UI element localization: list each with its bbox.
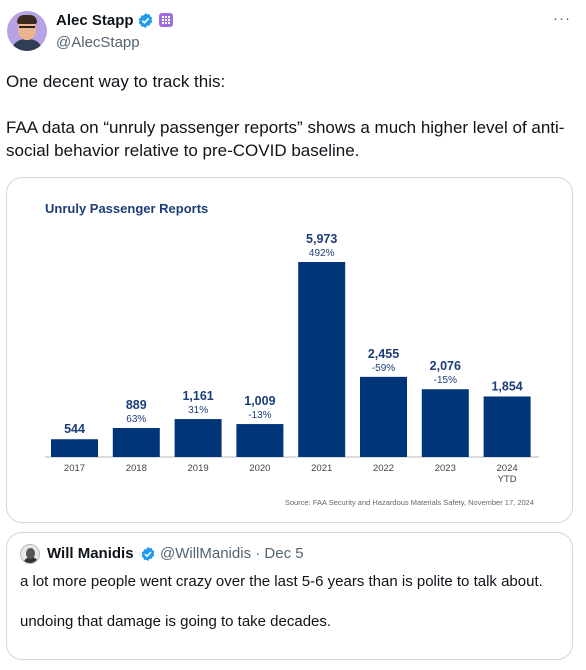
tweet-line-1: One decent way to track this: (6, 72, 226, 91)
bar-2019 (174, 419, 222, 457)
quoted-text: a lot more people went crazy over the la… (20, 572, 560, 652)
chart-source: Source: FAA Security and Hazardous Mater… (285, 498, 534, 507)
bar-2024 (483, 396, 531, 457)
change-label-2023: -15% (434, 375, 457, 386)
author-avatar[interactable] (7, 11, 47, 51)
verified-badge-icon (138, 13, 153, 28)
bar-2020 (236, 424, 284, 457)
tweet-header: Alec Stapp @AlecStapp ··· (0, 0, 586, 64)
tweet-text: One decent way to track this: FAA data o… (6, 70, 576, 185)
quoted-line-1: a lot more people went crazy over the la… (20, 573, 543, 590)
author-name[interactable]: Alec Stapp (56, 12, 134, 29)
value-label-2023: 2,076 (430, 359, 461, 373)
chart-image[interactable]: Unruly Passenger Reports 544 2017 889 63% 20… (6, 177, 573, 523)
change-label-2019: 31% (188, 405, 208, 416)
value-label-2022: 2,455 (368, 347, 399, 361)
bar-2017 (51, 439, 98, 457)
value-label-2019: 1,161 (182, 389, 213, 403)
quoted-meta: @WillManidis · Dec 5 (160, 545, 304, 562)
tick-label-2018: 2018 (126, 463, 147, 474)
quoted-author-avatar[interactable] (20, 544, 40, 564)
change-label-2021: 492% (309, 248, 335, 259)
change-label-2022: -59% (372, 363, 395, 374)
chart-title: Unruly Passenger Reports (45, 201, 209, 216)
tick-label-2023: 2023 (435, 463, 456, 474)
tick-label-2024: 2024 (497, 463, 518, 474)
quoted-line-2: undoing that damage is going to take dec… (20, 613, 332, 630)
quoted-date[interactable]: Dec 5 (264, 545, 304, 562)
tick-sublabel-2024: YTD (498, 474, 517, 485)
tweet-line-2: FAA data on “unruly passenger reports” s… (6, 118, 565, 160)
tick-label-2020: 2020 (249, 463, 270, 474)
tick-label-2019: 2019 (188, 463, 209, 474)
value-label-2020: 1,009 (244, 394, 275, 408)
tick-label-2022: 2022 (373, 463, 394, 474)
quoted-handle[interactable]: @WillManidis (160, 545, 252, 562)
tick-label-2021: 2021 (311, 463, 332, 474)
value-label-2021: 5,973 (306, 232, 337, 246)
bar-2023 (421, 389, 469, 457)
quoted-author-name[interactable]: Will Manidis (47, 545, 134, 562)
quoted-tweet[interactable]: Will Manidis @WillManidis · Dec 5 a lot … (6, 532, 573, 660)
value-label-2017: 544 (64, 422, 85, 436)
value-label-2018: 889 (126, 398, 147, 412)
bar-chart: 544 2017 889 63% 2018 1,161 31% 2019 1,009 -13% 20… (45, 232, 539, 507)
verified-badge-icon (141, 547, 155, 561)
author-handle[interactable]: @AlecStapp (56, 34, 140, 51)
bar-2018 (112, 427, 160, 457)
tick-label-2017: 2017 (64, 463, 85, 474)
change-label-2020: -13% (248, 410, 271, 421)
affiliate-badge-icon (159, 13, 173, 27)
more-options-icon[interactable]: ··· (553, 10, 571, 27)
bar-2021 (298, 262, 346, 457)
bar-2022 (360, 376, 407, 457)
value-label-2024: 1,854 (491, 379, 522, 393)
meta-separator: · (255, 545, 261, 562)
change-label-2018: 63% (126, 414, 146, 425)
